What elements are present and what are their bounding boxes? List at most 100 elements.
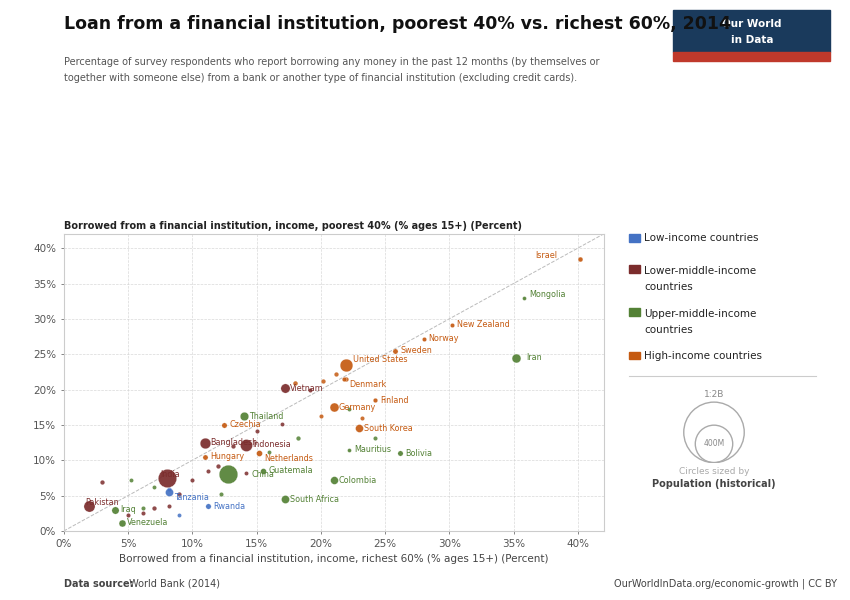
Point	[445, 320, 459, 329]
Point	[201, 466, 214, 476]
X-axis label: Borrowed from a financial institution, income, richest 60% (% ages 15+) (Percent: Borrowed from a financial institution, i…	[119, 554, 548, 564]
Point	[162, 487, 176, 497]
Text: World Bank (2014): World Bank (2014)	[126, 579, 220, 589]
Point	[326, 403, 340, 412]
Point	[95, 476, 109, 486]
Text: Thailand: Thailand	[249, 412, 283, 421]
Point	[82, 502, 96, 511]
Point	[343, 404, 356, 414]
Text: South Korea: South Korea	[365, 424, 413, 433]
Text: Iran: Iran	[526, 353, 542, 362]
Point	[147, 482, 161, 492]
Point	[574, 254, 587, 263]
Point	[263, 447, 276, 457]
Point	[316, 376, 330, 386]
Text: together with someone else) from a bank or another type of financial institution: together with someone else) from a bank …	[64, 73, 577, 83]
Point	[115, 518, 128, 527]
Point	[173, 490, 186, 499]
Point	[218, 420, 231, 430]
Text: 1:2B: 1:2B	[704, 390, 724, 399]
Point	[198, 452, 212, 461]
Point	[124, 475, 138, 485]
Point	[340, 360, 354, 370]
Point	[240, 440, 253, 449]
Point	[201, 502, 214, 511]
Point	[278, 383, 292, 393]
Point	[278, 494, 292, 504]
Text: Mauritius: Mauritius	[354, 445, 391, 454]
Point	[291, 433, 304, 442]
Text: Our World: Our World	[722, 19, 782, 29]
Text: India: India	[160, 470, 179, 479]
Text: Guatemala: Guatemala	[268, 466, 313, 475]
Point	[198, 438, 212, 448]
Point	[237, 412, 251, 421]
Text: Bolivia: Bolivia	[405, 449, 433, 458]
Point	[160, 473, 173, 483]
Text: Germany: Germany	[339, 403, 376, 412]
Text: OurWorldInData.org/economic-growth | CC BY: OurWorldInData.org/economic-growth | CC …	[615, 579, 837, 589]
Point	[326, 475, 340, 485]
Point	[275, 419, 289, 428]
Text: Mongolia: Mongolia	[529, 290, 565, 299]
Bar	[673, 10, 830, 52]
Point	[256, 466, 269, 476]
Text: Czechia: Czechia	[230, 421, 261, 430]
Text: Indonesia: Indonesia	[252, 440, 292, 449]
Point	[353, 424, 366, 433]
Text: Lower-middle-income: Lower-middle-income	[644, 266, 756, 276]
Point	[162, 484, 176, 493]
Text: Colombia: Colombia	[339, 476, 377, 485]
Point	[227, 442, 241, 451]
Text: Hungary: Hungary	[210, 452, 245, 461]
Point	[343, 445, 356, 454]
Text: Population (historical): Population (historical)	[652, 479, 776, 490]
Text: Low-income countries: Low-income countries	[644, 233, 759, 243]
Point	[250, 426, 264, 436]
Text: Israel: Israel	[536, 251, 558, 260]
Text: Bangladesh: Bangladesh	[210, 438, 258, 447]
Text: Finland: Finland	[380, 395, 408, 404]
Text: Loan from a financial institution, poorest 40% vs. richest 60%, 2014: Loan from a financial institution, poore…	[64, 15, 731, 33]
Point	[288, 378, 302, 388]
Point	[340, 374, 354, 384]
Point	[314, 412, 327, 421]
Point	[211, 461, 224, 471]
Text: Iraq: Iraq	[121, 505, 136, 514]
Point	[368, 433, 382, 442]
Point	[213, 490, 227, 499]
Point	[222, 470, 235, 479]
Point	[355, 413, 369, 422]
Point	[388, 346, 402, 355]
Text: New Zealand: New Zealand	[457, 320, 510, 329]
Point	[108, 505, 122, 515]
Text: Borrowed from a financial institution, income, poorest 40% (% ages 15+) (Percent: Borrowed from a financial institution, i…	[64, 221, 522, 231]
Point	[162, 502, 176, 511]
Text: Percentage of survey respondents who report borrowing any money in the past 12 m: Percentage of survey respondents who rep…	[64, 57, 599, 67]
Point	[173, 511, 186, 520]
Point	[517, 293, 530, 302]
Text: United States: United States	[353, 355, 407, 364]
Bar	[673, 52, 830, 61]
Text: Denmark: Denmark	[349, 380, 386, 389]
Text: Venezuela: Venezuela	[127, 518, 168, 527]
Text: Vietnam: Vietnam	[290, 383, 324, 392]
Point	[137, 509, 150, 518]
Point	[252, 448, 266, 458]
Point	[416, 334, 430, 343]
Text: Netherlands: Netherlands	[264, 454, 313, 463]
Point	[240, 468, 253, 478]
Point	[368, 395, 382, 405]
Point	[185, 475, 199, 485]
Text: Pakistan: Pakistan	[86, 498, 119, 507]
Text: Data source:: Data source:	[64, 579, 133, 589]
Text: 400M: 400M	[703, 439, 724, 448]
Point	[330, 369, 343, 379]
Text: Tanzania: Tanzania	[174, 493, 209, 502]
Text: High-income countries: High-income countries	[644, 350, 762, 361]
Point	[394, 448, 407, 458]
Point	[303, 385, 317, 394]
Point	[147, 503, 161, 513]
Text: Circles sized by: Circles sized by	[679, 467, 749, 476]
Text: Norway: Norway	[428, 334, 459, 343]
